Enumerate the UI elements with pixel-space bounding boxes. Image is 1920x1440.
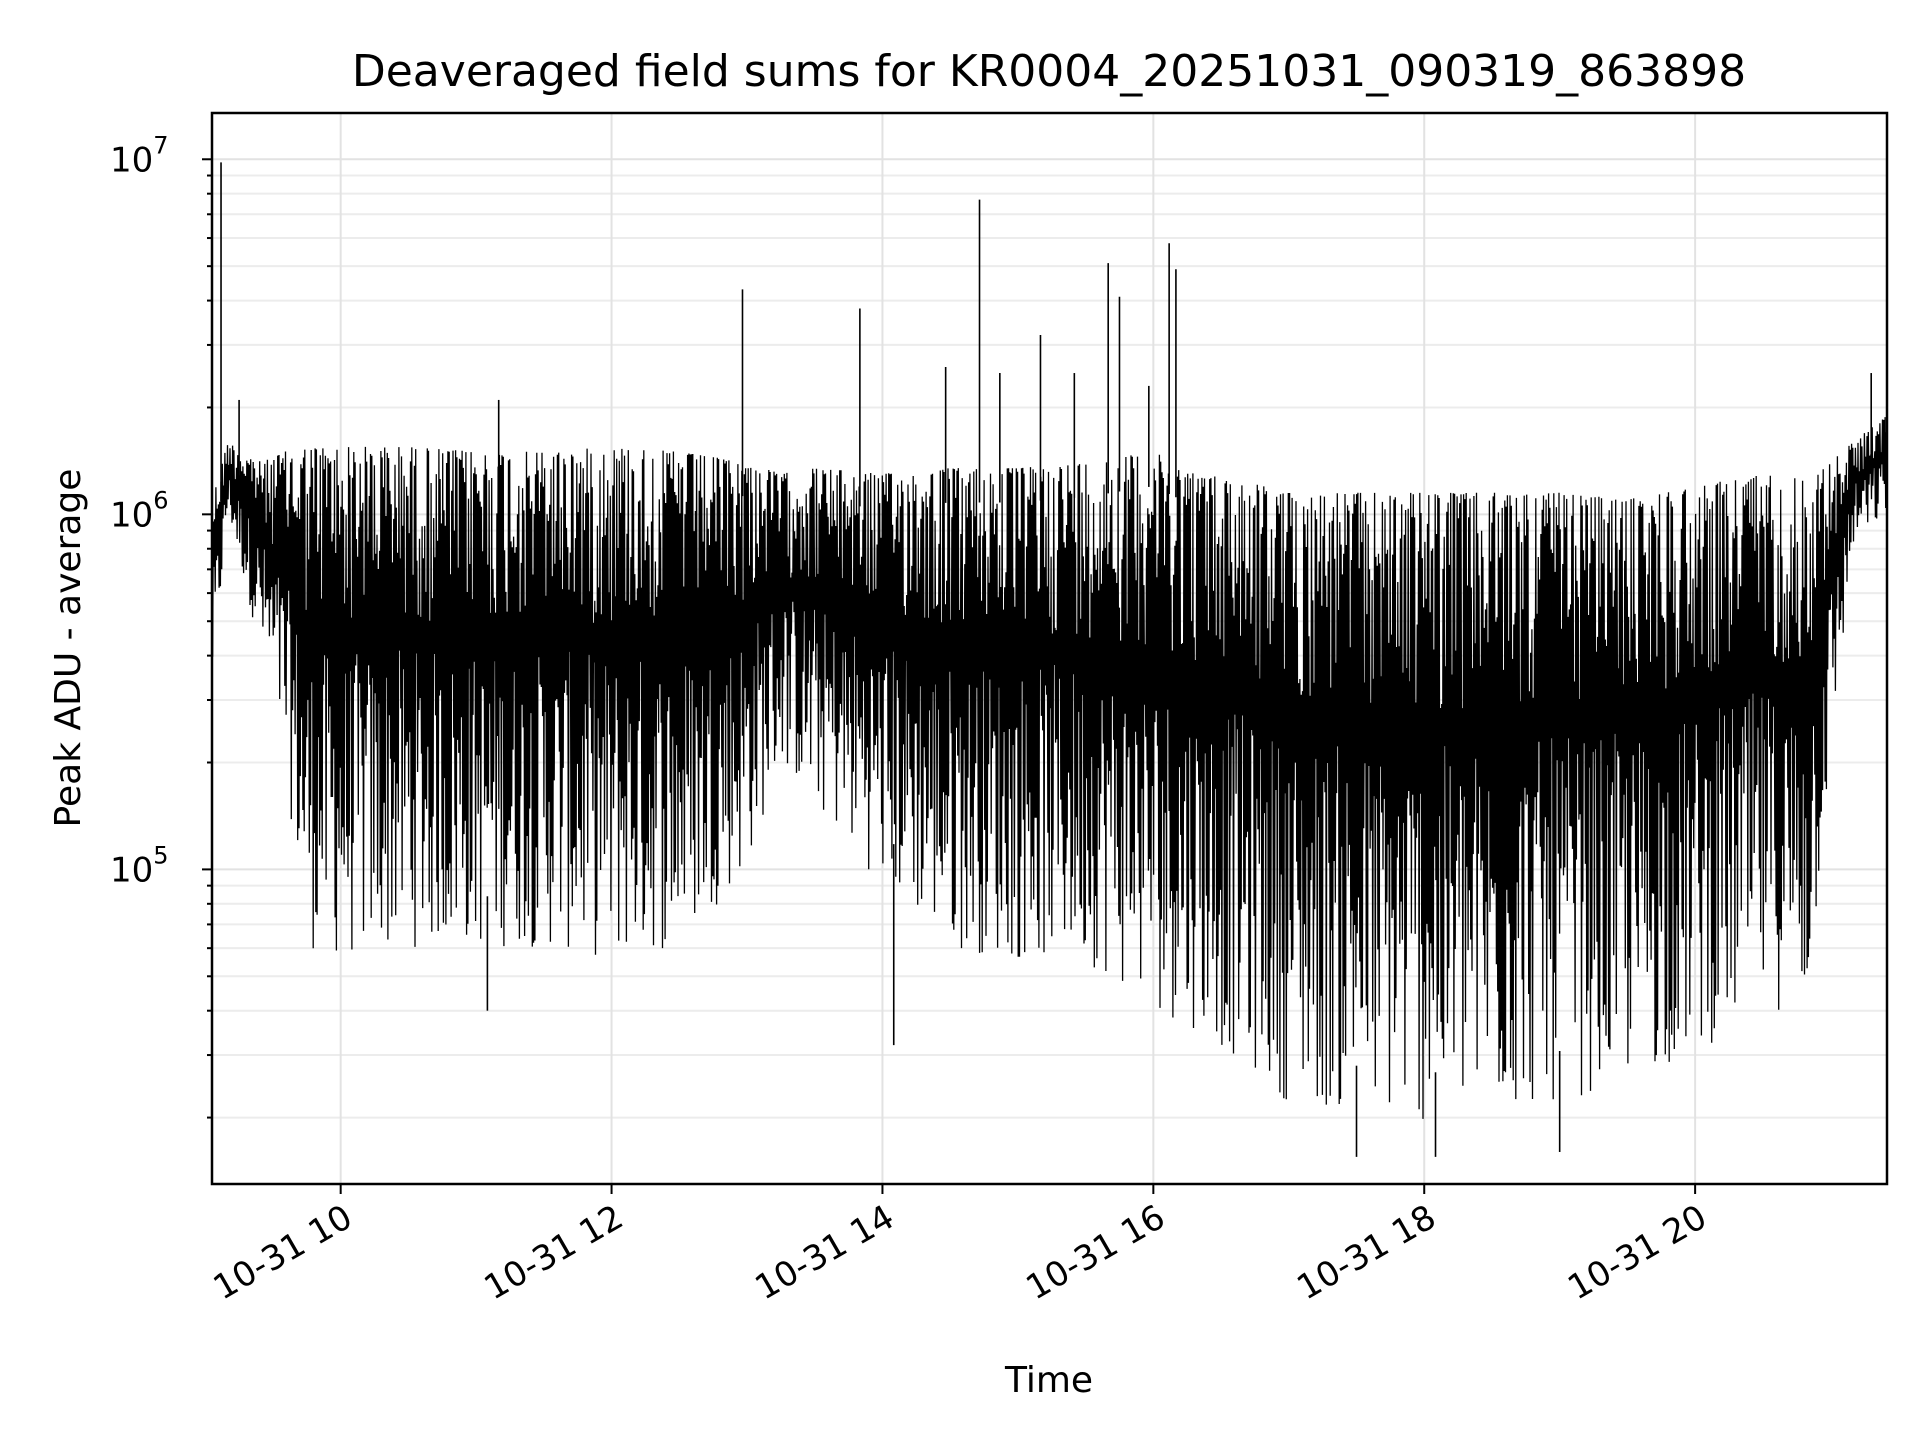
y-tick-label: 105 (110, 841, 169, 890)
x-tick-label: 10-31 14 (749, 1197, 901, 1308)
x-axis-label: Time (1004, 1360, 1093, 1401)
x-tick-label: 10-31 10 (207, 1197, 359, 1308)
chart-title: Deaveraged field sums for KR0004_2025103… (352, 46, 1746, 97)
series-layer (211, 162, 1888, 1157)
y-axis-ticks: 105 106 107 (110, 131, 212, 1119)
x-axis-ticks: 10-31 10 10-31 12 10-31 14 10-31 16 10-31 18… (207, 1184, 1714, 1308)
y-tick-label: 106 (110, 486, 169, 535)
x-tick-label: 10-31 16 (1019, 1197, 1171, 1308)
series-line (211, 417, 1888, 1119)
x-tick-label: 10-31 12 (478, 1197, 630, 1308)
plot-frame (210, 111, 1889, 1186)
x-tick-label: 10-31 20 (1561, 1197, 1713, 1308)
y-axis-label: Peak ADU - average (48, 469, 89, 828)
y-tick-label: 107 (110, 131, 169, 180)
x-tick-label: 10-31 18 (1290, 1197, 1442, 1308)
